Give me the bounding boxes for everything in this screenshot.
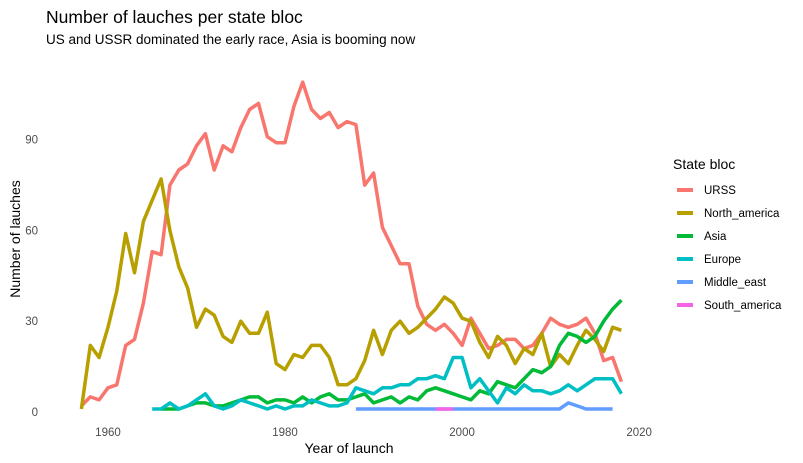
chart-title: Number of lauches per state bloc — [46, 7, 303, 27]
legend-label: South_america — [704, 300, 782, 312]
x-tick-label: 1960 — [95, 427, 121, 439]
y-axis-title: Number of lauches — [7, 180, 23, 298]
y-tick-label: 30 — [25, 316, 38, 328]
legend: State bloc URSS North_america Asia Europe Mi… — [673, 156, 782, 312]
x-tick-label: 2020 — [626, 427, 652, 439]
series-line-north-america — [79, 177, 622, 410]
legend-label: Middle_east — [704, 277, 767, 289]
x-tick-label: 2000 — [449, 427, 475, 439]
plot-lines — [79, 80, 624, 411]
x-axis-ticks: 1960 1980 2000 2020 — [95, 427, 652, 439]
legend-label: North_america — [704, 208, 780, 220]
y-axis-ticks: 0 30 60 90 — [25, 135, 38, 419]
legend-label: Asia — [704, 231, 727, 243]
legend-title: State bloc — [673, 156, 735, 172]
series-line-europe — [152, 355, 623, 411]
chart-subtitle: US and USSR dominated the early race, As… — [46, 32, 416, 47]
legend-label: Europe — [704, 254, 741, 266]
legend-label: URSS — [704, 185, 736, 197]
y-tick-label: 90 — [25, 135, 38, 147]
y-tick-label: 60 — [25, 225, 38, 237]
series-line-middle-east — [355, 401, 613, 411]
x-tick-label: 1980 — [272, 427, 298, 439]
series-line-urss — [80, 80, 624, 408]
y-tick-label: 0 — [32, 407, 38, 419]
x-axis-title: Year of launch — [305, 440, 394, 456]
